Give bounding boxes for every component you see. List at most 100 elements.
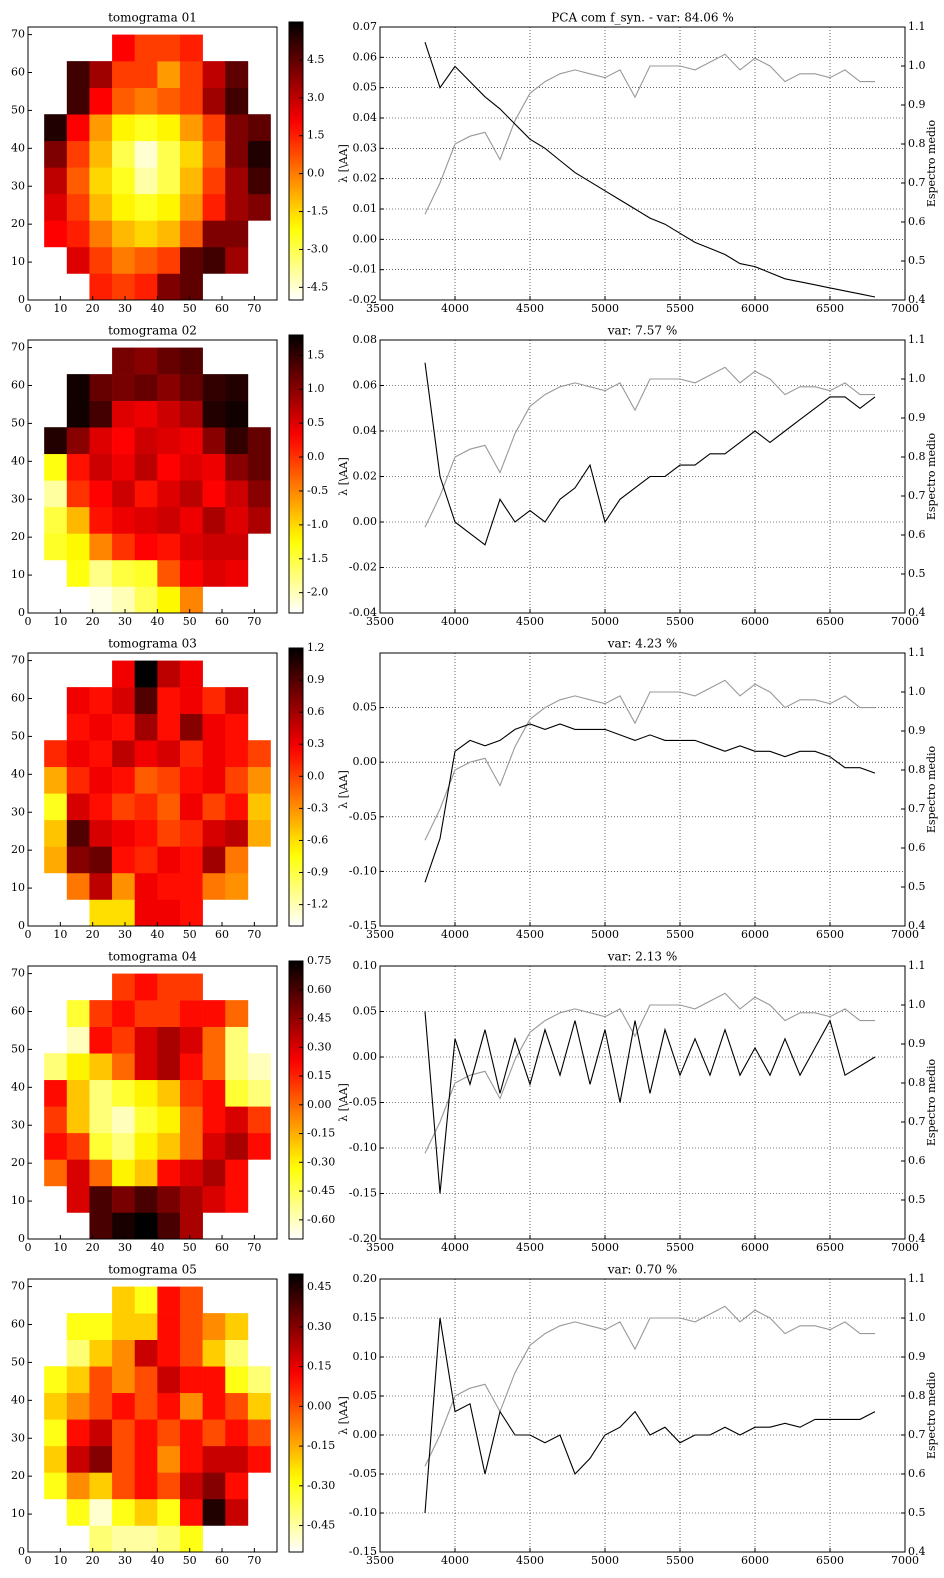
x-tick-label: 3500	[366, 1241, 394, 1254]
map-cell	[89, 246, 113, 274]
y2-tick-label: 0.6	[908, 841, 926, 854]
map-cell	[112, 453, 136, 481]
map-cell	[66, 713, 90, 741]
y-tick-label: -0.10	[349, 1141, 377, 1154]
y-tick-label: -0.15	[349, 1187, 377, 1200]
y-tick-label: 40	[11, 1080, 25, 1093]
map-cell	[89, 1525, 113, 1553]
map-cell	[247, 167, 271, 195]
map-cell	[66, 1392, 90, 1420]
colorbar-tick-label: -1.5	[307, 205, 328, 218]
map-cell	[225, 61, 249, 88]
map-cell	[179, 740, 203, 768]
y2-tick-label: 0.7	[908, 1115, 926, 1128]
y-tick-label: 0	[18, 293, 25, 306]
map-cell	[247, 453, 271, 481]
map-cell	[202, 114, 226, 142]
map-cell	[134, 872, 158, 900]
map-cell	[112, 1366, 136, 1394]
map-cell	[112, 872, 136, 900]
map-cell	[157, 193, 181, 221]
map-cell	[202, 61, 226, 88]
map-cell	[157, 1392, 181, 1420]
map-cell	[157, 1079, 181, 1107]
map-cell	[134, 140, 158, 168]
colorbar-tick-label: 0.0	[307, 769, 325, 782]
map-cell	[157, 480, 181, 508]
map-cell	[134, 1498, 158, 1526]
map-cell	[179, 1445, 203, 1473]
y-tick-label: 70	[11, 1280, 25, 1293]
map-cell	[134, 713, 158, 741]
x-tick-label: 60	[215, 928, 229, 941]
y-tick-label: 0.00	[353, 755, 378, 768]
map-cell	[112, 1106, 136, 1134]
map-cell	[134, 193, 158, 221]
map-title: tomograma 03	[108, 637, 197, 651]
y-tick-label: -0.01	[349, 263, 377, 276]
map-cell	[89, 713, 113, 741]
y-tick-label: 30	[11, 805, 25, 818]
colorbar-tick-label: -0.45	[307, 1184, 335, 1197]
map-cell	[66, 374, 90, 401]
y2-tick-label: 0.7	[908, 802, 926, 815]
map-cell	[112, 1472, 136, 1500]
map-cell	[89, 400, 113, 428]
x-tick-label: 40	[150, 302, 164, 315]
map-cell	[179, 1185, 203, 1213]
map-cell	[44, 766, 68, 794]
y2-tick-label: 0.8	[908, 763, 926, 776]
map-cell	[179, 87, 203, 115]
map-cell	[225, 1159, 249, 1187]
map-cell	[44, 427, 68, 455]
map-cell	[179, 533, 203, 561]
y2-tick-label: 0.4	[908, 606, 926, 619]
map-cell	[157, 453, 181, 481]
series-line	[424, 362, 876, 546]
x-tick-label: 30	[118, 615, 132, 628]
y2-tick-label: 0.5	[908, 567, 926, 580]
axes-frame	[27, 965, 278, 1240]
y-tick-label: -0.05	[349, 1467, 377, 1480]
y-tick-label: 0	[18, 1232, 25, 1245]
x-tick-label: 4500	[516, 1554, 544, 1567]
map-cell	[225, 1132, 249, 1160]
colorbar-tick-label: 0.30	[307, 1040, 332, 1053]
map-cell	[66, 480, 90, 508]
map-cell	[112, 273, 136, 301]
y2-tick-label: 0.9	[908, 411, 926, 424]
y2-tick-label: 1.1	[908, 646, 926, 659]
map-cell	[112, 87, 136, 115]
map-cell	[66, 1445, 90, 1473]
x-tick-label: 3500	[366, 928, 394, 941]
map-cell	[66, 427, 90, 455]
map-cell	[44, 506, 68, 534]
map-cell	[225, 114, 249, 142]
map-cell	[157, 347, 181, 375]
y2-tick-label: 1.1	[908, 20, 926, 33]
map-cell	[134, 1339, 158, 1367]
map-cell	[179, 220, 203, 248]
y2-tick-label: 1.1	[908, 333, 926, 346]
map-cell	[225, 140, 249, 168]
axes-frame	[379, 652, 906, 927]
map-cell	[89, 1000, 113, 1027]
x-tick-label: 5500	[666, 1554, 694, 1567]
map-cell	[157, 793, 181, 821]
y-tick-label: 70	[11, 967, 25, 980]
x-tick-label: 7000	[891, 302, 919, 315]
map-cell	[225, 740, 249, 768]
x-tick-label: 50	[183, 928, 197, 941]
chart-title: PCA com f_syn. - var: 84.06 %	[551, 11, 734, 25]
map-cell	[89, 273, 113, 301]
map-cell	[179, 1026, 203, 1054]
map-cell	[225, 1026, 249, 1054]
x-tick-label: 20	[86, 615, 100, 628]
y-tick-label: 10	[11, 255, 25, 268]
map-cell	[225, 87, 249, 115]
colorbar-tick-label: 1.5	[307, 348, 325, 361]
axes-frame	[27, 1278, 278, 1553]
y2-tick-label: 0.6	[908, 215, 926, 228]
map-cell	[157, 660, 181, 688]
y-tick-label: 0.05	[353, 1005, 378, 1018]
